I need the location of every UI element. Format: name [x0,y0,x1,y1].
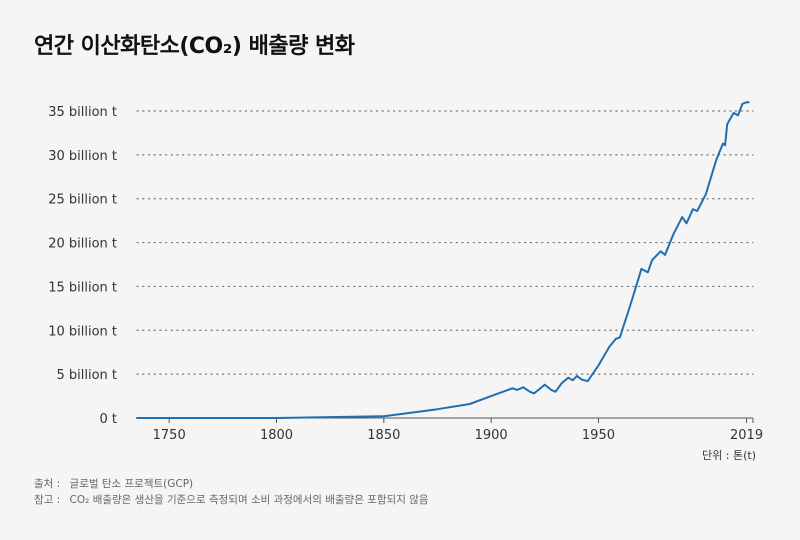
x-tick-label: 1800 [260,428,293,443]
series-line [136,101,750,419]
source-text: 글로벌 탄소 프로젝트(GCP) [69,478,194,490]
unit-label: 단위 : 톤(t) [702,449,756,462]
x-axis: 1750 1800 1850 1900 1950 2019 [137,417,763,443]
y-axis-ticks: 0 t 5 billion t 10 billion t 15 billion t 20… [48,105,117,427]
note-label: 참고 : [34,494,61,506]
y-tick-label: 10 billion t [48,324,117,339]
x-tick-label: 2019 [730,428,763,443]
source-note: 출처 : 글로벌 탄소 프로젝트(GCP) [34,476,193,491]
x-tick-label: 1750 [153,428,186,443]
data-series [136,101,750,419]
x-tick-label: 1900 [475,428,508,443]
y-tick-label: 15 billion t [48,280,117,295]
reference-note: 참고 : CO₂ 배출량은 생산을 기준으로 측정되며 소비 과정에서의 배출량… [34,492,429,507]
gridlines [136,110,754,375]
x-tick-label: 1850 [367,428,400,443]
source-label: 출처 : [34,478,61,490]
y-tick-label: 30 billion t [48,149,117,164]
y-tick-label: 20 billion t [48,237,117,252]
y-tick-label: 25 billion t [48,193,117,208]
y-tick-label: 5 billion t [56,368,117,383]
x-tick-label: 1950 [582,428,615,443]
chart-title: 연간 이산화탄소(CO₂) 배출량 변화 [34,34,355,59]
y-tick-label: 35 billion t [48,105,117,120]
note-text: CO₂ 배출량은 생산을 기준으로 측정되며 소비 과정에서의 배출량은 포함되… [69,494,429,506]
y-tick-label: 0 t [99,412,117,427]
